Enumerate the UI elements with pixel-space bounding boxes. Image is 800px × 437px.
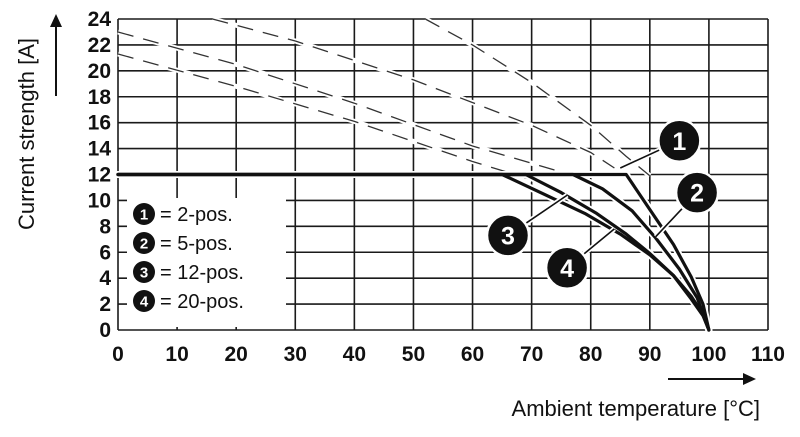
y-axis-label: Current strength [A] (14, 38, 39, 230)
y-axis-arrow (50, 14, 62, 96)
grid-lines (117, 18, 769, 331)
y-tick-label: 20 (88, 60, 111, 83)
derating-curve-4 (116, 172, 711, 332)
callout-number: 3 (501, 222, 515, 250)
x-tick-label: 30 (284, 343, 307, 366)
legend-label: = 12-pos. (160, 262, 244, 284)
legend-marker-number: 4 (140, 294, 149, 311)
y-tick-label: 18 (88, 86, 112, 109)
x-axis-arrow (668, 373, 756, 385)
legend-marker-4 (133, 290, 155, 312)
x-tick-label: 90 (638, 343, 661, 366)
callout-number: 2 (690, 180, 704, 208)
x-tick-label: 100 (691, 343, 726, 366)
tick-labels: 0 10 20 30 40 50 60 70 80 90 100 110024681012141618… (88, 8, 785, 366)
x-tick-label: 20 (225, 343, 248, 366)
legend-marker-2 (133, 232, 155, 254)
x-tick-label: 40 (343, 343, 366, 366)
x-tick-label: 80 (579, 343, 602, 366)
derating-curve-2 (116, 172, 711, 332)
callout-marker-2 (674, 170, 720, 215)
y-tick-label: 4 (99, 267, 111, 290)
y-tick-label: 0 (99, 319, 111, 342)
x-tick-label: 50 (402, 343, 425, 366)
reference-curve-4 (117, 53, 532, 181)
callout-marker-4 (544, 245, 590, 291)
reference-curve-1 (424, 18, 651, 177)
y-tick-label: 14 (88, 138, 112, 161)
reference-curves (117, 16, 652, 183)
reference-curve-2 (212, 18, 615, 169)
curve-callouts: 12 3 4 (485, 118, 720, 291)
derating-curve-1 (116, 172, 711, 332)
callout-marker-3 (485, 213, 531, 258)
legend: 1 = 2-pos. 2 = 5-pos. 3 = 12-pos. 4 = 20-pos. (127, 198, 286, 327)
callout-number: 1 (672, 128, 686, 156)
x-tick-label: 70 (520, 343, 543, 366)
legend-marker-number: 1 (140, 207, 148, 224)
callout-marker-1 (657, 118, 702, 164)
legend-marker-number: 2 (140, 236, 148, 253)
y-tick-label: 12 (88, 164, 111, 187)
x-tick-label: 10 (165, 343, 188, 366)
callout-number: 4 (560, 255, 574, 283)
legend-label: = 5-pos. (160, 233, 233, 255)
y-tick-label: 24 (88, 8, 112, 31)
y-tick-label: 10 (88, 189, 111, 212)
derating-curves (114, 171, 713, 334)
x-tick-label: 0 (112, 343, 124, 366)
y-tick-label: 6 (99, 241, 111, 264)
legend-label: = 2-pos. (160, 204, 233, 226)
legend-marker-number: 3 (140, 265, 148, 282)
reference-curve-3 (117, 31, 562, 173)
x-axis-label: Ambient temperature [°C] (512, 396, 760, 421)
y-tick-label: 2 (99, 293, 111, 316)
legend-marker-1 (133, 203, 155, 225)
y-tick-label: 22 (88, 34, 111, 57)
legend-marker-3 (133, 261, 155, 283)
x-tick-label: 110 (751, 343, 785, 366)
y-tick-label: 16 (88, 112, 111, 135)
x-tick-label: 60 (461, 343, 484, 366)
y-tick-label: 8 (99, 215, 111, 238)
legend-label: = 20-pos. (160, 291, 244, 313)
